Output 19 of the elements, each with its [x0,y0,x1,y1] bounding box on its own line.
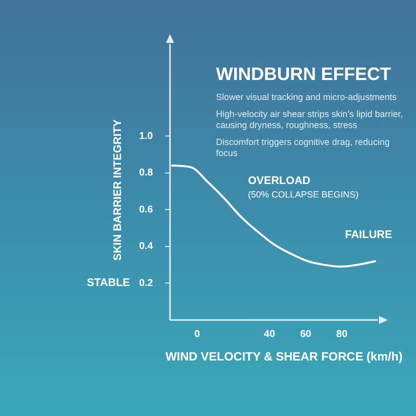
text: STABLE [86,277,130,290]
x-tick-label: 80 [336,328,348,340]
annotation: High-velocity air shear strips skin’s lipid barrier, causing dryness, roughness, stress [216,109,403,130]
y-axis-title: SKIN BARRIER INTEGRITY [112,118,124,261]
y-tick-label: 0.2 [139,278,154,289]
y-tick-label: 0.6 [139,204,154,216]
x-axis-title: WIND VELOCITY & SHEAR FORCE (km/h) [165,349,403,364]
y-tick-label: 0.4 [139,241,154,252]
annotation: Discomfort triggers cognitive drag, reducing focus [216,137,390,158]
y-tick-label: 0.8 [139,168,154,179]
annotation: OVERLOAD [248,175,310,188]
x-tick-label: 60 [300,328,312,340]
text: WINDBURN EFFECT [216,64,391,84]
annotation: (50% COLLAPSE BEGINS) [248,189,359,200]
x-tick-label: 40 [264,328,276,340]
x-tick-label: 0 [194,328,200,340]
y-tick-label: 1.0 [139,130,154,142]
annotation: Slower visual tracking and micro-adjustments [216,92,398,102]
annotation: FAILURE [345,229,392,242]
